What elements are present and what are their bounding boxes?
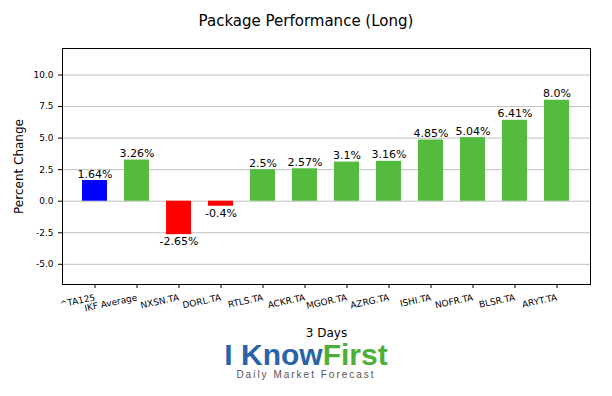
svg-text:3 Days: 3 Days: [306, 326, 347, 340]
svg-text:5.04%: 5.04%: [456, 125, 491, 138]
svg-text:ISHI.TA: ISHI.TA: [399, 292, 433, 309]
html-text:Package Performance (Long): Package Performance (Long): [198, 12, 414, 30]
svg-text:DORL.TA: DORL.TA: [182, 292, 223, 310]
svg-text:MGOR.TA: MGOR.TA: [305, 292, 349, 311]
html-text:I Know First: I Know First: [224, 338, 388, 371]
html-text:Daily Market Forecast: Daily Market Forecast: [236, 369, 376, 380]
svg-text:-0.4%: -0.4%: [205, 207, 237, 220]
svg-text:NXSN.TA: NXSN.TA: [140, 292, 181, 310]
svg-text:RTLS.TA: RTLS.TA: [227, 292, 265, 309]
svg-text:2.5%: 2.5%: [249, 157, 277, 170]
svg-text:1.64%: 1.64%: [78, 168, 113, 181]
svg-text:6.41%: 6.41%: [498, 107, 533, 120]
svg-text:2.5: 2.5: [39, 165, 53, 175]
svg-text:4.85%: 4.85%: [414, 127, 449, 140]
svg-text:10.0: 10.0: [33, 70, 53, 80]
svg-text:3.1%: 3.1%: [333, 149, 361, 162]
svg-text:-2.65%: -2.65%: [160, 235, 199, 248]
svg-text:7.5: 7.5: [39, 101, 53, 111]
svg-text:2.57%: 2.57%: [288, 156, 323, 169]
svg-text:NOFR.TA: NOFR.TA: [434, 292, 475, 310]
svg-text:3.26%: 3.26%: [120, 147, 155, 160]
svg-text:0.0: 0.0: [39, 196, 54, 206]
svg-text:8.0%: 8.0%: [543, 87, 571, 100]
svg-text:3.16%: 3.16%: [372, 148, 407, 161]
svg-text:ACKR.TA: ACKR.TA: [267, 292, 307, 310]
svg-text:-2.5: -2.5: [36, 228, 54, 238]
svg-text:AZRG.TA: AZRG.TA: [349, 292, 390, 310]
svg-text:IKF Average: IKF Average: [84, 292, 139, 313]
svg-text:Percent Change: Percent Change: [12, 119, 26, 214]
svg-text:BLSR.TA: BLSR.TA: [478, 292, 517, 310]
svg-text:-5.0: -5.0: [36, 259, 54, 269]
svg-text:ARYT.TA: ARYT.TA: [521, 292, 559, 309]
svg-text:^TA125: ^TA125: [59, 292, 96, 310]
svg-text:5.0: 5.0: [39, 133, 54, 143]
